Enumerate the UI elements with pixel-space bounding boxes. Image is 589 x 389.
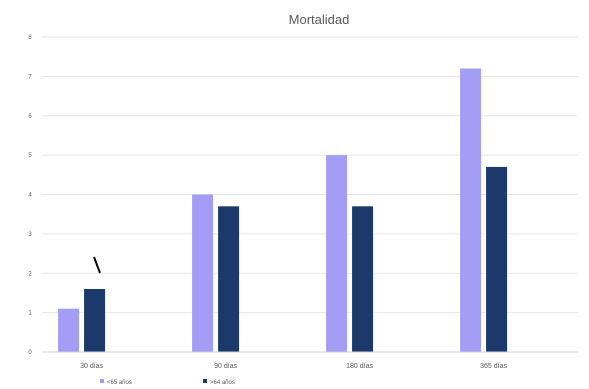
chart-title: Mortalidad [289, 12, 350, 27]
bar [326, 155, 348, 352]
x-category-label: 180 días [346, 363, 373, 370]
bars [58, 68, 508, 352]
legend: <65 años >64 años [100, 379, 235, 386]
gridlines [42, 36, 578, 314]
bar [58, 308, 80, 352]
y-axis-ticks: 0 1 2 3 4 5 6 7 8 [28, 35, 32, 356]
x-category-label: 30 días [80, 363, 103, 370]
x-axis-categories: 30 días 90 días 180 días 365 días [80, 363, 507, 370]
legend-label: >64 años [210, 380, 235, 386]
y-tick-label: 8 [28, 35, 32, 41]
y-tick-label: 4 [28, 193, 32, 199]
y-tick-label: 0 [28, 350, 32, 356]
bar [84, 289, 106, 352]
bar [192, 194, 214, 352]
annotation-line [93, 256, 101, 274]
bar [460, 68, 482, 352]
legend-swatch [100, 379, 104, 383]
bar [486, 166, 508, 352]
y-tick-label: 5 [28, 153, 32, 159]
y-tick-label: 3 [28, 232, 32, 238]
y-tick-label: 2 [28, 271, 32, 277]
y-tick-label: 6 [28, 114, 32, 120]
y-tick-label: 7 [28, 74, 32, 80]
x-category-label: 90 días [214, 363, 237, 370]
y-tick-label: 1 [28, 311, 32, 317]
bar [352, 206, 374, 352]
x-category-label: 365 días [480, 363, 507, 370]
legend-label: <65 años [107, 380, 132, 386]
legend-swatch [203, 379, 207, 383]
bar [218, 206, 240, 352]
